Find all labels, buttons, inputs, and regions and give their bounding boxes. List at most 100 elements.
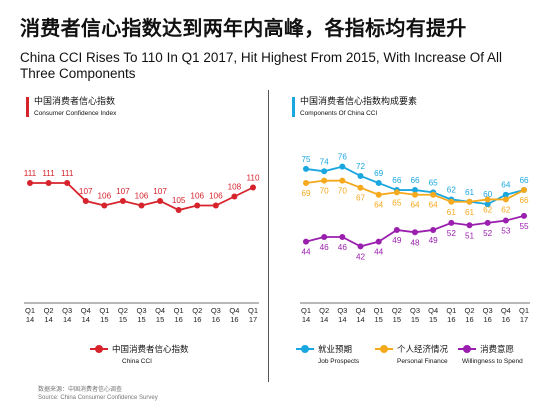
source-note: 数据来源：中国消费者信心调查 Source: China Consumer Co… [38,386,158,402]
legend-cci: 中国消费者信心指数 China CCI [90,343,189,365]
data-point [484,219,491,226]
data-label: 65 [429,178,439,187]
data-point [321,168,328,175]
left-chart-title-cn: 中国消费者信心指数 [34,96,116,106]
data-label: 66 [519,176,529,185]
x-tick-label-quarter: Q2 [392,306,402,315]
data-point [339,163,346,170]
x-tick-label-quarter: Q2 [118,306,128,315]
right-chart-title-cn: 中国消费者信心指数构成要素 [300,96,418,106]
data-point [484,201,491,208]
data-point [138,202,145,209]
x-tick-label-year: 15 [137,315,145,324]
data-label: 65 [392,198,402,207]
data-point [321,177,328,184]
x-tick-label-year: 14 [320,315,328,324]
data-label: 70 [320,187,330,196]
data-point [339,177,346,184]
legend-finance-label-cn: 个人经济情况 [397,344,449,354]
data-label: 108 [228,183,242,192]
x-tick-label-quarter: Q1 [174,306,184,315]
x-tick-label-year: 16 [465,315,473,324]
x-tick-label-year: 16 [230,315,238,324]
data-label: 111 [24,169,37,178]
data-point [101,202,108,209]
legend-job-label-cn: 就业预期 [318,344,353,354]
left-chart-title-en: Consumer Confidence Index [34,110,117,117]
data-point [303,238,309,245]
x-tick-label-year: 17 [249,315,257,324]
data-point [412,229,418,236]
data-label: 74 [320,157,330,166]
page-subtitle: China CCI Rises To 110 In Q1 2017, Hit H… [20,50,502,81]
data-point [375,191,382,198]
data-label: 62 [447,185,457,194]
x-tick-label-quarter: Q2 [464,306,474,315]
data-point [375,238,382,245]
x-tick-label-quarter: Q1 [99,306,109,315]
right-title-accent [292,97,295,117]
legend-cci-label-en: China CCI [122,358,152,365]
right-chart-title: 中国消费者信心指数构成要素 Components Of China CCI [292,96,418,119]
data-label: 67 [356,194,366,203]
legend-finance: 个人经济情况 Personal Finance [375,343,448,365]
x-tick-label-quarter: Q4 [229,306,239,315]
data-point [484,196,491,203]
x-tick-label-year: 14 [26,315,34,324]
data-point [303,165,309,172]
left-chart-title: 中国消费者信心指数 Consumer Confidence Index [26,96,117,119]
data-label: 69 [374,169,384,178]
x-tick-label-year: 15 [119,315,127,324]
data-label: 64 [410,201,420,210]
data-point [466,222,473,229]
data-label: 70 [338,187,348,196]
x-tick-label-quarter: Q2 [44,306,54,315]
data-label: 55 [519,222,529,231]
x-tick-label-quarter: Q4 [155,306,165,315]
x-tick-label-year: 16 [174,315,182,324]
data-label: 105 [172,196,186,205]
data-point [502,191,509,198]
data-label: 111 [61,169,74,178]
data-label: 110 [246,174,259,183]
data-point [393,226,400,233]
legend-cci-label-cn: 中国消费者信心指数 [112,344,189,354]
legend-job-label-en: Job Prospects [318,358,360,365]
x-tick-label-quarter: Q3 [483,306,493,315]
data-label: 106 [209,192,223,201]
data-label: 62 [501,205,511,214]
legend-spend-label-cn: 消费意愿 [480,344,515,354]
data-label: 111 [42,169,55,178]
right-chart-title-en: Components Of China CCI [300,110,378,117]
data-point [393,189,400,196]
data-label: 107 [79,187,93,196]
data-label: 107 [153,187,167,196]
data-label: 62 [483,205,493,214]
data-point [64,180,71,186]
data-point [448,198,455,205]
x-tick-label-quarter: Q3 [337,306,347,315]
data-point [339,233,346,240]
data-label: 76 [338,153,348,162]
data-point [412,187,418,194]
legend-job: 就业预期 Job Prospects [296,343,359,365]
data-label: 60 [483,190,493,199]
data-point [82,198,89,204]
x-tick-label-quarter: Q4 [355,306,365,315]
x-tick-label-year: 15 [411,315,419,324]
x-tick-label-year: 14 [356,315,364,324]
x-tick-label-quarter: Q4 [501,306,511,315]
data-point [45,180,52,186]
x-tick-label-quarter: Q3 [410,306,420,315]
x-tick-label-year: 14 [302,315,310,324]
x-tick-label-year: 15 [429,315,437,324]
panel-divider [268,90,269,382]
data-label: 106 [190,192,204,201]
data-label: 46 [338,243,348,252]
x-tick-label-quarter: Q1 [446,306,456,315]
x-tick-label-year: 16 [193,315,201,324]
x-tick-label-quarter: Q3 [62,306,72,315]
legend-spend-marker [458,345,476,353]
